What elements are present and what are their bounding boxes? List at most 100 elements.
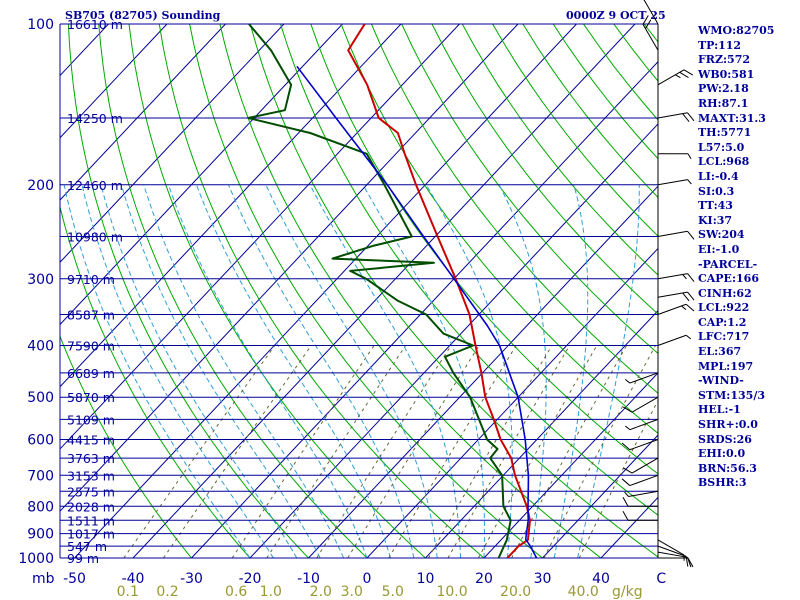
wind-barb <box>657 334 692 346</box>
stability-index: LI:-0.4 <box>698 169 739 183</box>
wind-barb-flag <box>642 15 649 25</box>
wind-barb <box>657 273 695 282</box>
wind-barb-flag <box>645 19 652 29</box>
stability-index: SHR+:0.0 <box>698 418 758 432</box>
wind-barb <box>658 557 694 568</box>
pressure-label: 900 <box>27 527 54 543</box>
moist-adiabat-line <box>100 184 298 558</box>
stability-index: TH:5771 <box>698 126 752 140</box>
pressure-label: 600 <box>27 433 54 449</box>
wind-barb-shaft <box>657 112 688 119</box>
isotherm-line <box>308 185 658 558</box>
wind-barb-flag <box>621 442 631 451</box>
pressure-label: 400 <box>27 339 54 355</box>
height-label: 99 m <box>67 551 99 566</box>
wind-barb <box>657 230 695 240</box>
wind-barb <box>622 396 659 413</box>
wind-barb-half-flag <box>687 153 692 160</box>
temperature-tick-label: 10 <box>417 571 435 587</box>
dry-adiabat-line <box>67 24 310 558</box>
wind-barb-flag <box>687 230 695 240</box>
pressure-label: 500 <box>27 390 54 406</box>
wind-barb-flag <box>687 557 692 568</box>
isotherm-line <box>60 24 460 450</box>
temperature-tick-label: 0 <box>363 571 372 587</box>
stability-index: BSHR:3 <box>698 476 747 490</box>
wind-barb-shaft <box>657 545 687 557</box>
stability-index: CAPE:166 <box>698 272 759 286</box>
wind-barb-flag <box>685 556 689 567</box>
temperature-tick-label: -20 <box>239 571 262 587</box>
isotherm-line <box>74 24 577 558</box>
wind-barb <box>657 112 695 122</box>
isotherm-line <box>60 24 343 326</box>
wind-barb <box>658 153 692 160</box>
stability-index: SRDS:26 <box>698 432 752 446</box>
wind-barb-shaft <box>657 551 688 558</box>
wind-barb-flag <box>622 511 629 521</box>
stability-index: CAP:1.2 <box>698 315 747 329</box>
dry-adiabat-line <box>340 24 658 434</box>
dry-adiabat-line <box>370 24 658 394</box>
wind-barb-half-flag <box>683 554 685 561</box>
mixing-ratio-line <box>123 345 276 558</box>
wind-barb <box>624 490 659 498</box>
stability-index: EHI:0.0 <box>698 447 746 461</box>
isotherm-line <box>60 24 285 263</box>
stability-index: -WIND- <box>698 374 744 388</box>
isotherm-line <box>191 60 658 558</box>
temperature-tick-label: 20 <box>475 571 493 587</box>
height-label: 2575 m <box>67 484 115 499</box>
wind-barb-half-flag <box>687 179 692 185</box>
stability-index-panel: WMO:82705 TP:112 FRZ:572 WB0:581 PW:2.18 RH:8… <box>698 24 800 491</box>
moist-adiabat-line <box>498 184 547 558</box>
height-label: 5870 m <box>67 390 115 405</box>
wind-barb-shaft <box>642 24 659 51</box>
wind-barb <box>657 545 689 567</box>
height-label: 4415 m <box>67 433 115 448</box>
wind-barb-flag <box>687 112 695 122</box>
dry-adiabat-line <box>280 24 658 516</box>
isotherm-line <box>60 24 519 512</box>
temperature-tick-label: -40 <box>122 571 145 587</box>
height-label: 9710 m <box>67 272 115 287</box>
stability-index: MPL:197 <box>698 359 754 373</box>
height-label: 3763 m <box>67 451 115 466</box>
wind-barb-shaft <box>657 539 685 556</box>
height-label: 547 m <box>67 539 107 554</box>
wind-barb-flag <box>687 557 694 568</box>
wind-barb-half-flag <box>681 305 687 311</box>
isotherm-line <box>60 24 402 388</box>
height-label: 2028 m <box>67 499 115 514</box>
isobar-lines <box>59 23 659 559</box>
mixing-ratio-unit-label: g/kg <box>612 584 643 600</box>
stability-index: BRN:56.3 <box>698 461 757 475</box>
stability-index: WB0:581 <box>698 67 755 81</box>
moist-adiabat-line <box>553 184 589 558</box>
wind-barb-flag <box>687 273 695 282</box>
wind-barb-flag <box>687 291 695 301</box>
isotherm-line <box>483 372 658 558</box>
wind-barb <box>622 497 658 507</box>
temperature-tick-label: -30 <box>180 571 203 587</box>
mixing-ratio-label: 1.0 <box>260 584 282 600</box>
temperature-unit-label: C <box>656 571 666 587</box>
wind-barb-shaft <box>631 457 659 474</box>
mixing-ratio-label: 3.0 <box>341 584 363 600</box>
wind-barb-shaft <box>642 0 659 25</box>
dry-adiabat-line <box>158 24 485 558</box>
wind-barb-shaft <box>629 372 659 384</box>
stability-index: EL:367 <box>698 345 742 359</box>
wind-barb-shaft <box>657 303 687 315</box>
mixing-ratio-label: 0.2 <box>156 584 178 600</box>
pressure-unit-label: mb <box>32 571 55 587</box>
wind-barb-flag <box>682 292 690 302</box>
pressure-label: 800 <box>27 499 54 515</box>
wind-barb-shaft <box>628 490 659 498</box>
wind-barb-flag <box>682 113 690 122</box>
dry-adiabat-line <box>310 24 658 475</box>
pressure-label: 700 <box>27 468 54 484</box>
stability-index: KI:37 <box>698 213 733 227</box>
